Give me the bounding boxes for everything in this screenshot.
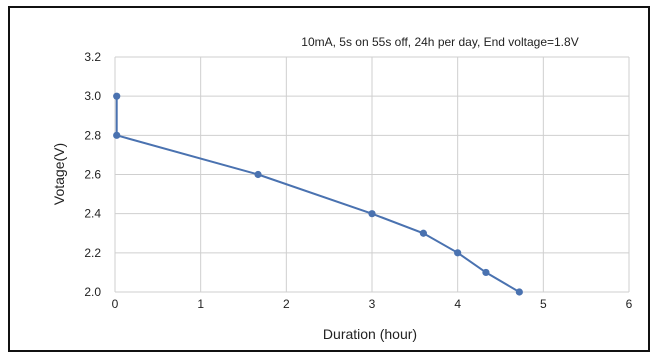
- y-tick-label: 2.0: [84, 285, 101, 299]
- data-point: [482, 268, 490, 277]
- y-tick-label: 2.2: [84, 246, 101, 260]
- series-layer: [113, 92, 523, 296]
- grid: [114, 56, 630, 293]
- x-axis-label: Duration (hour): [323, 326, 417, 342]
- y-tick-label: 3.0: [84, 89, 101, 103]
- data-point: [113, 92, 121, 100]
- x-tick-label: 1: [197, 297, 204, 311]
- x-tick-label: 2: [283, 297, 290, 311]
- y-tick-label: 2.6: [84, 168, 101, 182]
- x-tick-label: 3: [369, 297, 376, 311]
- data-point: [113, 131, 121, 139]
- chart-title: 10mA, 5s on 55s off, 24h per day, End vo…: [301, 35, 578, 49]
- y-tick-labels: 2.0 2.2 2.4 2.6 2.8 3.0 3.2: [84, 50, 101, 299]
- data-point: [515, 288, 523, 296]
- data-point: [419, 229, 427, 237]
- series-line: [115, 96, 520, 293]
- x-tick-label: 5: [540, 297, 547, 311]
- y-axis-label: Votage(V): [51, 143, 67, 205]
- x-tick-labels: 0 1 2 3 4 5 6: [112, 297, 633, 311]
- y-tick-label: 3.2: [84, 50, 101, 64]
- x-tick-label: 4: [454, 297, 461, 311]
- data-point: [454, 249, 462, 257]
- y-tick-label: 2.8: [84, 128, 101, 142]
- y-tick-label: 2.4: [84, 207, 101, 221]
- data-point: [368, 210, 376, 218]
- data-point: [254, 170, 262, 179]
- x-tick-label: 6: [626, 297, 633, 311]
- x-tick-label: 0: [112, 297, 119, 311]
